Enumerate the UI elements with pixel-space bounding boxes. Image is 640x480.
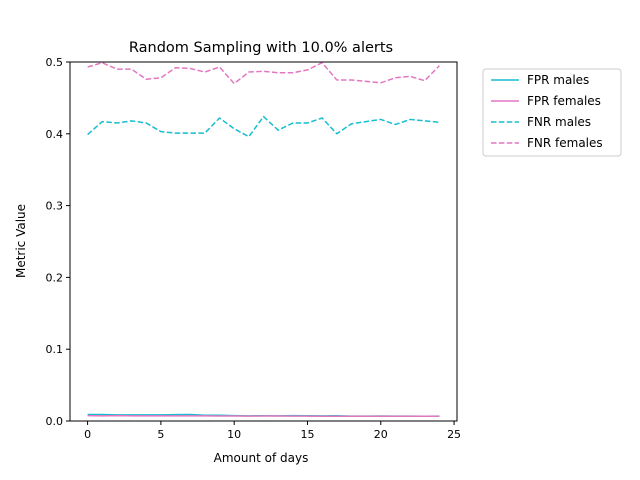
plot-frame — [69, 61, 458, 422]
series-line-fnr-males — [87, 115, 440, 138]
y-tick-label: 0.2 — [46, 271, 64, 284]
y-tick-label: 0.5 — [46, 56, 64, 69]
x-tick-label: 25 — [447, 428, 461, 441]
legend: FPR males FPR females FNR males FNR females — [482, 68, 622, 157]
x-axis-label: Amount of days — [214, 451, 309, 465]
series-line-fnr-females — [87, 61, 440, 85]
legend-label: FPR females — [527, 94, 601, 108]
y-axis-label: Metric Value — [14, 204, 28, 278]
legend-box — [482, 68, 622, 157]
legend-label: FPR males — [527, 73, 589, 87]
x-tick-label: 0 — [84, 428, 91, 441]
x-tick-label: 15 — [300, 428, 314, 441]
legend-label: FNR females — [527, 136, 603, 150]
y-tick-label: 0.4 — [46, 128, 64, 141]
x-tick-label: 5 — [157, 428, 164, 441]
y-tick-label: 0.0 — [46, 415, 64, 428]
y-tick-label: 0.3 — [46, 200, 64, 213]
series-line-fpr-females — [87, 414, 440, 418]
chart-lines — [87, 61, 440, 418]
chart-title: Random Sampling with 10.0% alerts — [129, 40, 393, 56]
x-tick-label: 10 — [227, 428, 241, 441]
y-axis-ticks: 0.0 0.1 0.2 0.3 0.4 0.5 — [46, 56, 70, 428]
x-tick-label: 20 — [374, 428, 388, 441]
y-tick-label: 0.1 — [46, 343, 64, 356]
x-axis-ticks: 0 5 10 15 20 25 — [84, 421, 461, 441]
legend-label: FNR males — [527, 115, 591, 129]
